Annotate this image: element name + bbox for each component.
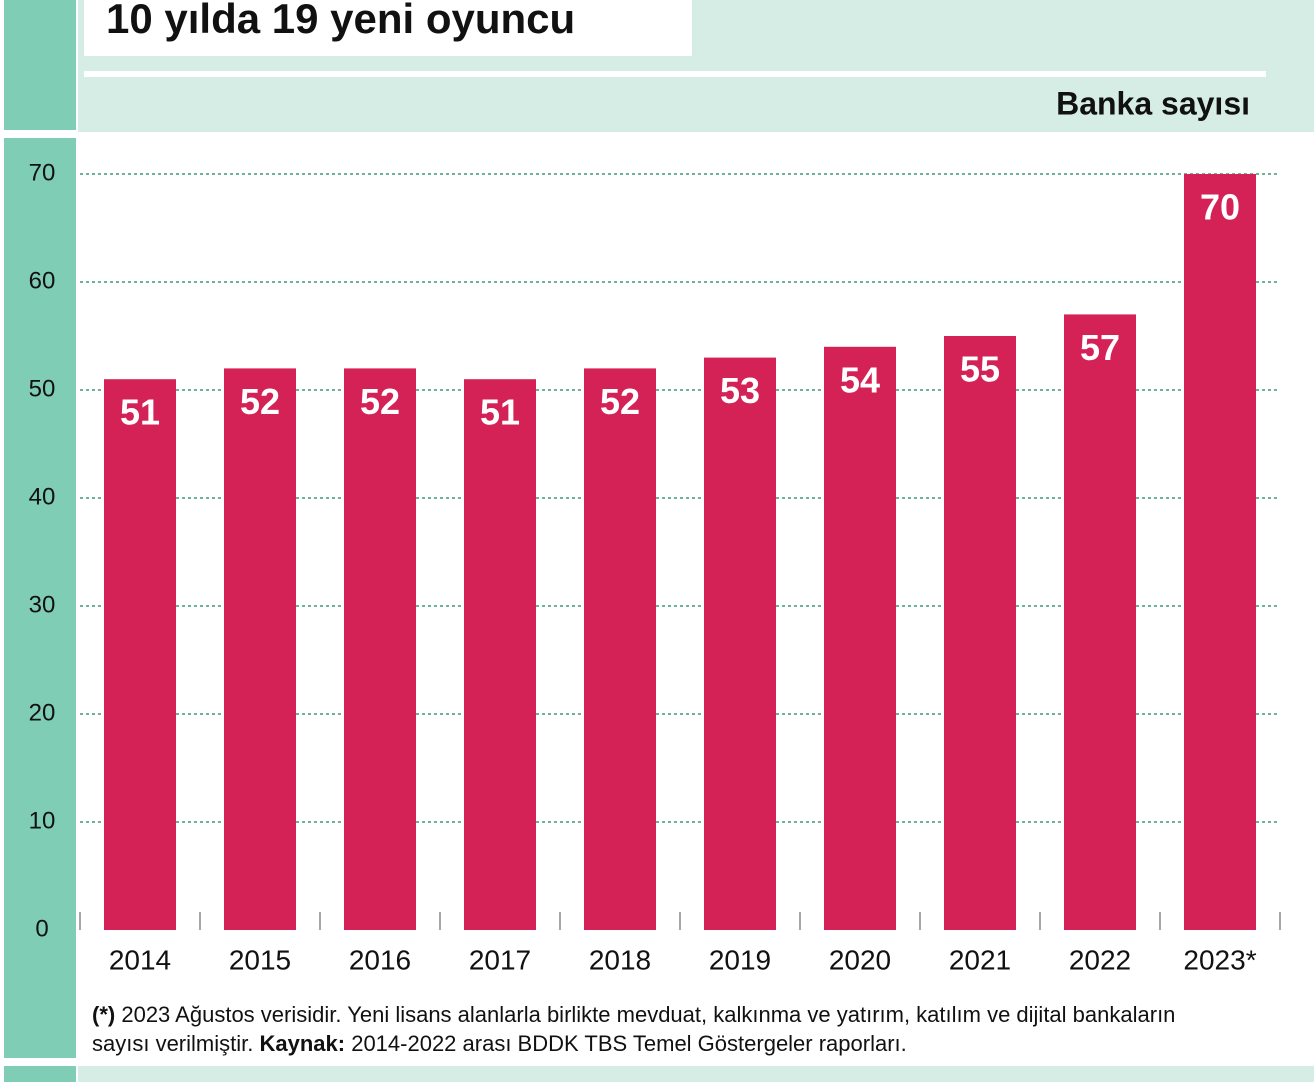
bar: [824, 346, 896, 930]
x-tick-label: 2022: [1069, 944, 1131, 975]
x-tick-label: 2018: [589, 944, 651, 975]
y-tick-label: 70: [29, 159, 56, 186]
value-label: 53: [720, 370, 760, 411]
y-tick-label: 30: [29, 591, 56, 618]
side-strip: [4, 1066, 76, 1082]
bar: [584, 368, 656, 930]
bar: [1064, 314, 1136, 930]
bar: [944, 336, 1016, 930]
bar: [1184, 174, 1256, 930]
bar: [704, 357, 776, 931]
x-tick-label: 2015: [229, 944, 291, 975]
header-rule: [84, 71, 1266, 77]
note-mark: (*): [92, 1002, 116, 1027]
title-box: [84, 0, 692, 56]
y-tick-label: 10: [29, 807, 56, 834]
value-label: 52: [360, 381, 400, 422]
value-label: 70: [1200, 187, 1240, 228]
y-tick-label: 50: [29, 375, 56, 402]
y-tick-label: 40: [29, 483, 56, 510]
chart-title: 10 yılda 19 yeni oyuncu: [106, 0, 575, 42]
value-label: 54: [840, 359, 880, 400]
value-label: 51: [480, 392, 520, 433]
footnote: (*) 2023 Ağustos verisidir. Yeni lisans …: [92, 1000, 1232, 1058]
bar: [224, 368, 296, 930]
y-tick-label: 0: [35, 915, 48, 942]
chart-subtitle: Banka sayısı: [1056, 85, 1250, 121]
y-tick-label: 60: [29, 267, 56, 294]
x-tick-label: 2017: [469, 944, 531, 975]
x-tick-label: 2021: [949, 944, 1011, 975]
source-label: Kaynak:: [259, 1031, 346, 1056]
value-label: 52: [240, 381, 280, 422]
x-tick-label: 2023*: [1183, 944, 1256, 975]
x-tick-label: 2016: [349, 944, 411, 975]
source-text: 2014-2022 arası BDDK TBS Temel Göstergel…: [351, 1031, 907, 1056]
bar: [344, 368, 416, 930]
value-label: 51: [120, 392, 160, 433]
side-strip: [4, 138, 76, 1058]
y-tick-label: 20: [29, 699, 56, 726]
footer-band: [78, 1066, 1314, 1082]
x-tick-label: 2014: [109, 944, 171, 975]
note-text: 2023 Ağustos verisidir. Yeni lisans alan…: [92, 1002, 1176, 1056]
x-tick-label: 2019: [709, 944, 771, 975]
side-strip: [4, 0, 76, 130]
bar: [464, 379, 536, 930]
value-label: 52: [600, 381, 640, 422]
value-label: 55: [960, 349, 1000, 390]
value-label: 57: [1080, 327, 1120, 368]
x-tick-label: 2020: [829, 944, 891, 975]
bar: [104, 379, 176, 930]
